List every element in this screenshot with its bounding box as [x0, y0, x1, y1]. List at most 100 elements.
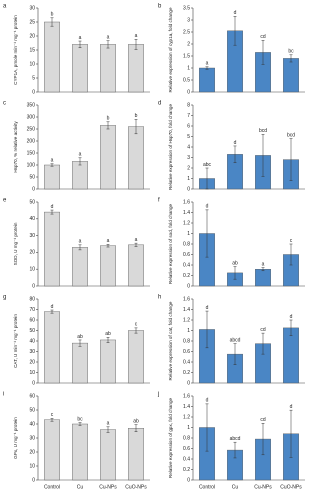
- y-tick-label: 2: [187, 41, 190, 47]
- bar: [283, 327, 299, 384]
- panel-label: d: [158, 101, 161, 107]
- y-tick-label: 2.5: [183, 29, 190, 35]
- significance-letter: d: [290, 314, 293, 320]
- bar: [44, 211, 60, 287]
- y-tick-label: 1.6: [183, 199, 190, 205]
- x-tick-label: Control: [199, 484, 215, 490]
- significance-letter: a: [51, 158, 54, 164]
- y-axis-label: Relative expression of Hsp70, fold chang…: [168, 104, 173, 191]
- significance-letter: abcd: [230, 337, 241, 343]
- bar: [100, 44, 116, 93]
- significance-letter: c: [290, 238, 293, 244]
- y-tick-label: 0.4: [183, 456, 190, 462]
- y-tick-label: 0.4: [183, 359, 190, 365]
- significance-letter: abc: [203, 162, 212, 168]
- y-tick-label: 1.4: [183, 307, 190, 313]
- significance-letter: b: [135, 113, 138, 119]
- y-tick-label: 50: [29, 174, 35, 180]
- y-tick-label: 5: [187, 134, 190, 140]
- y-axis-label: GPx, U mg⁻¹ protein: [13, 417, 18, 459]
- y-tick-label: 0.2: [183, 467, 190, 473]
- y-axis-label: CAT, U min⁻¹ mg⁻¹ protein: [13, 314, 18, 368]
- bar: [100, 429, 116, 481]
- y-tick-label: 0: [32, 283, 35, 289]
- y-tick-label: 0: [32, 186, 35, 192]
- y-tick-label: 0: [187, 477, 190, 483]
- bar: [44, 164, 60, 190]
- y-tick-label: 0: [187, 380, 190, 386]
- panel-label: f: [158, 198, 160, 204]
- x-tick-label: Cu: [77, 484, 84, 490]
- panel-label: c: [3, 101, 6, 107]
- y-axis-label: SOD, U mg⁻¹ protein: [13, 222, 18, 265]
- significance-letter: c: [135, 322, 138, 328]
- bar: [128, 428, 144, 481]
- significance-letter: a: [107, 238, 110, 244]
- significance-letter: b: [107, 116, 110, 122]
- bar: [100, 339, 116, 384]
- bar: [72, 342, 88, 384]
- y-tick-label: 0.2: [183, 273, 190, 279]
- y-tick-label: 0: [32, 477, 35, 483]
- y-tick-label: 2: [187, 165, 190, 171]
- bar: [44, 21, 60, 93]
- y-tick-label: 50: [29, 407, 35, 413]
- significance-letter: d: [206, 305, 209, 311]
- x-tick-label: Cu-NPs: [99, 484, 117, 490]
- y-tick-label: 0: [32, 380, 35, 386]
- bar: [128, 126, 144, 190]
- y-tick-label: 30: [29, 349, 35, 355]
- y-tick-label: 10: [29, 267, 35, 273]
- y-tick-label: 3.5: [183, 5, 190, 11]
- panel-label: g: [3, 295, 6, 301]
- y-tick-label: 25: [29, 19, 35, 25]
- y-tick-label: 1.2: [183, 220, 190, 226]
- y-tick-label: 150: [27, 150, 36, 156]
- x-tick-label: CuO-NPs: [280, 484, 302, 490]
- y-tick-label: 0: [32, 89, 35, 95]
- x-tick-label: Cu: [232, 484, 239, 490]
- y-tick-label: 3: [187, 155, 190, 161]
- significance-letter: d: [290, 404, 293, 410]
- y-tick-label: 0.6: [183, 349, 190, 355]
- y-tick-label: 60: [29, 393, 35, 399]
- y-tick-label: 0.8: [183, 435, 190, 441]
- y-axis-label: Hsp70, % relative activity: [13, 121, 18, 173]
- bar: [128, 244, 144, 287]
- y-tick-label: 6: [187, 123, 190, 129]
- y-tick-label: 1.5: [183, 53, 190, 59]
- y-tick-label: 1: [187, 65, 190, 71]
- y-tick-label: 0.4: [183, 262, 190, 268]
- significance-letter: ab: [232, 260, 238, 266]
- y-tick-label: 20: [29, 33, 35, 39]
- y-tick-label: 1: [187, 328, 190, 334]
- y-tick-label: 200: [27, 138, 36, 144]
- significance-letter: c: [51, 412, 54, 418]
- y-tick-label: 50: [29, 199, 35, 205]
- y-tick-label: 40: [29, 338, 35, 344]
- significance-letter: a: [79, 35, 82, 41]
- y-tick-label: 0: [187, 186, 190, 192]
- significance-letter: bc: [77, 416, 83, 422]
- y-tick-label: 0.6: [183, 446, 190, 452]
- significance-letter: a: [107, 35, 110, 41]
- bar: [72, 161, 88, 190]
- significance-letter: a: [79, 152, 82, 158]
- significance-letter: cd: [260, 327, 266, 333]
- panel-label: i: [3, 392, 4, 398]
- y-tick-label: 1.6: [183, 296, 190, 302]
- y-tick-label: 100: [27, 162, 36, 168]
- significance-letter: d: [234, 140, 237, 146]
- significance-letter: ab: [105, 331, 111, 337]
- y-tick-label: 3: [187, 17, 190, 23]
- significance-letter: a: [135, 237, 138, 243]
- y-tick-label: 80: [29, 296, 35, 302]
- y-tick-label: 30: [29, 435, 35, 441]
- y-tick-label: 5: [32, 75, 35, 81]
- y-tick-label: 1.2: [183, 317, 190, 323]
- y-tick-label: 30: [29, 5, 35, 11]
- significance-letter: a: [107, 421, 110, 427]
- panel-label: j: [157, 392, 159, 398]
- bar: [199, 67, 215, 93]
